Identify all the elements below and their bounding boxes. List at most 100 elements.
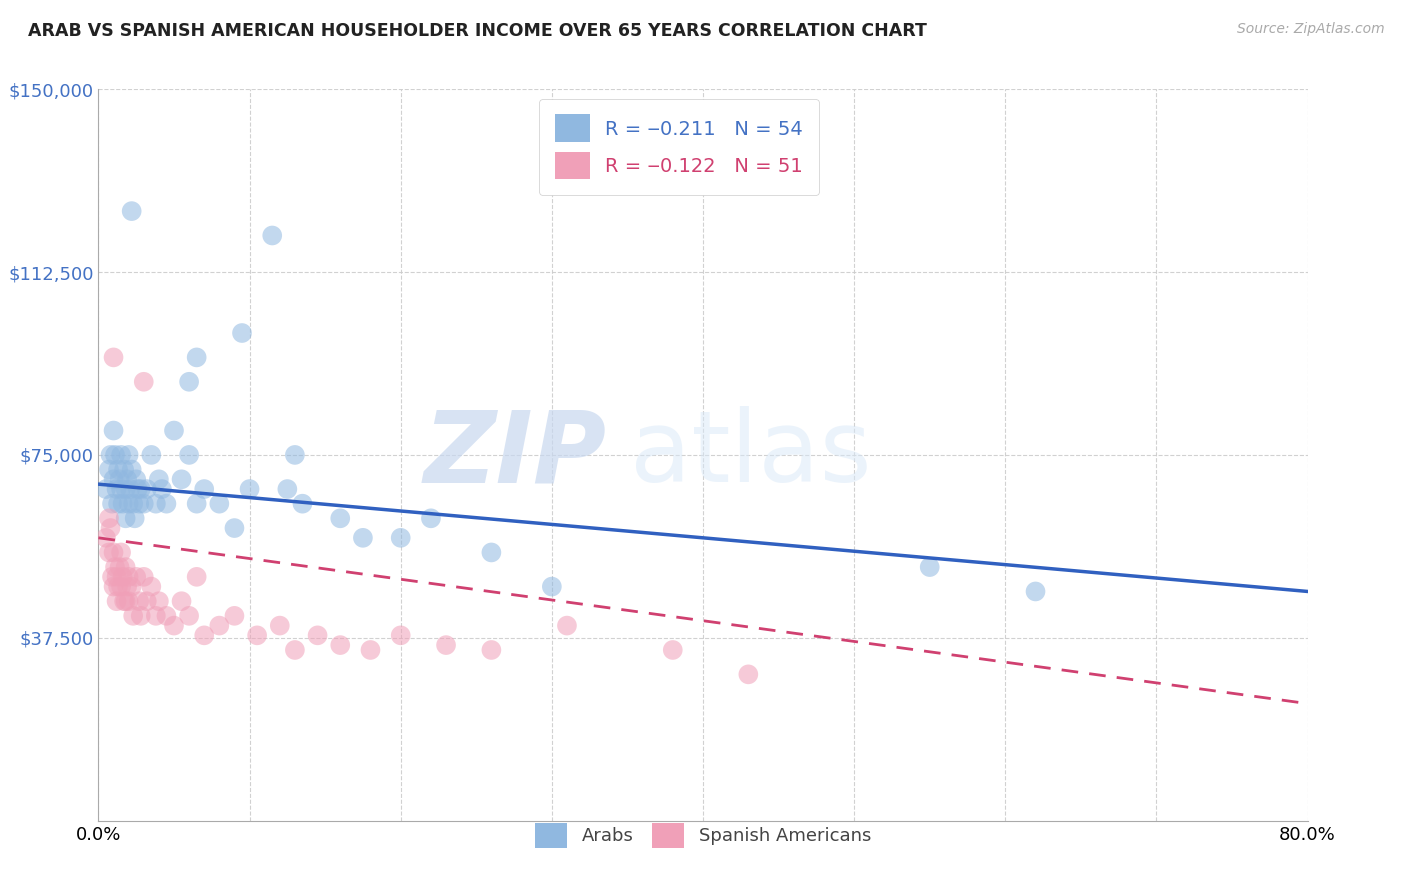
Point <box>481 643 503 657</box>
Text: Source: ZipAtlas.com: Source: ZipAtlas.com <box>1237 22 1385 37</box>
Point <box>224 608 246 623</box>
Point <box>125 570 148 584</box>
Point <box>179 375 201 389</box>
Point <box>124 511 146 525</box>
Point <box>108 560 131 574</box>
Point <box>918 560 941 574</box>
Point <box>145 497 167 511</box>
Point <box>276 482 298 496</box>
Point <box>155 608 177 623</box>
Point <box>291 497 314 511</box>
Point <box>121 580 143 594</box>
Point <box>107 497 129 511</box>
Point <box>329 511 352 525</box>
Point <box>104 560 127 574</box>
Point <box>94 482 117 496</box>
Point <box>262 228 284 243</box>
Point <box>101 497 124 511</box>
Point <box>481 545 503 559</box>
Point <box>246 628 269 642</box>
Point <box>540 580 562 594</box>
Point <box>118 497 141 511</box>
Point <box>110 482 132 496</box>
Point <box>231 326 253 340</box>
Point <box>132 570 155 584</box>
Point <box>114 482 136 496</box>
Point <box>307 628 329 642</box>
Point <box>121 462 143 476</box>
Point <box>269 618 291 632</box>
Point <box>122 608 145 623</box>
Point <box>186 351 208 365</box>
Point <box>128 594 150 608</box>
Text: atlas: atlas <box>630 407 872 503</box>
Point <box>98 462 121 476</box>
Point <box>111 497 134 511</box>
Point <box>101 570 124 584</box>
Point <box>239 482 262 496</box>
Point <box>284 448 307 462</box>
Point <box>186 497 208 511</box>
Point <box>389 628 412 642</box>
Point <box>135 482 157 496</box>
Point <box>420 511 443 525</box>
Point <box>208 618 231 632</box>
Point <box>121 204 143 219</box>
Point <box>163 618 186 632</box>
Point <box>112 594 135 608</box>
Point <box>170 594 193 608</box>
Point <box>118 448 141 462</box>
Point <box>108 472 131 486</box>
Point <box>103 424 125 438</box>
Point <box>434 638 457 652</box>
Text: ZIP: ZIP <box>423 407 606 503</box>
Point <box>737 667 759 681</box>
Point <box>125 472 148 486</box>
Point <box>145 608 167 623</box>
Point <box>193 628 215 642</box>
Point <box>120 482 142 496</box>
Point <box>94 531 117 545</box>
Point <box>208 497 231 511</box>
Point <box>100 521 122 535</box>
Point <box>118 594 141 608</box>
Point <box>103 545 125 559</box>
Point <box>105 482 128 496</box>
Point <box>115 472 138 486</box>
Point <box>148 594 170 608</box>
Point <box>329 638 352 652</box>
Point <box>141 448 163 462</box>
Point <box>110 545 132 559</box>
Point <box>105 594 128 608</box>
Text: ARAB VS SPANISH AMERICAN HOUSEHOLDER INCOME OVER 65 YEARS CORRELATION CHART: ARAB VS SPANISH AMERICAN HOUSEHOLDER INC… <box>28 22 927 40</box>
Point <box>179 448 201 462</box>
Point <box>107 580 129 594</box>
Point <box>284 643 307 657</box>
Point <box>360 643 382 657</box>
Point <box>186 570 208 584</box>
Point <box>132 497 155 511</box>
Point <box>103 351 125 365</box>
Point <box>103 580 125 594</box>
Point <box>118 570 141 584</box>
Point <box>129 608 152 623</box>
Point <box>112 462 135 476</box>
Point <box>170 472 193 486</box>
Point <box>110 580 132 594</box>
Point <box>103 472 125 486</box>
Point <box>150 482 173 496</box>
Point <box>661 643 683 657</box>
Point <box>193 482 215 496</box>
Point <box>163 424 186 438</box>
Point <box>129 482 152 496</box>
Point <box>555 618 578 632</box>
Point <box>141 580 163 594</box>
Point <box>110 448 132 462</box>
Legend: Arabs, Spanish Americans: Arabs, Spanish Americans <box>527 815 879 855</box>
Point <box>98 545 121 559</box>
Point <box>105 570 128 584</box>
Point <box>155 497 177 511</box>
Point <box>114 560 136 574</box>
Point <box>179 608 201 623</box>
Point <box>114 594 136 608</box>
